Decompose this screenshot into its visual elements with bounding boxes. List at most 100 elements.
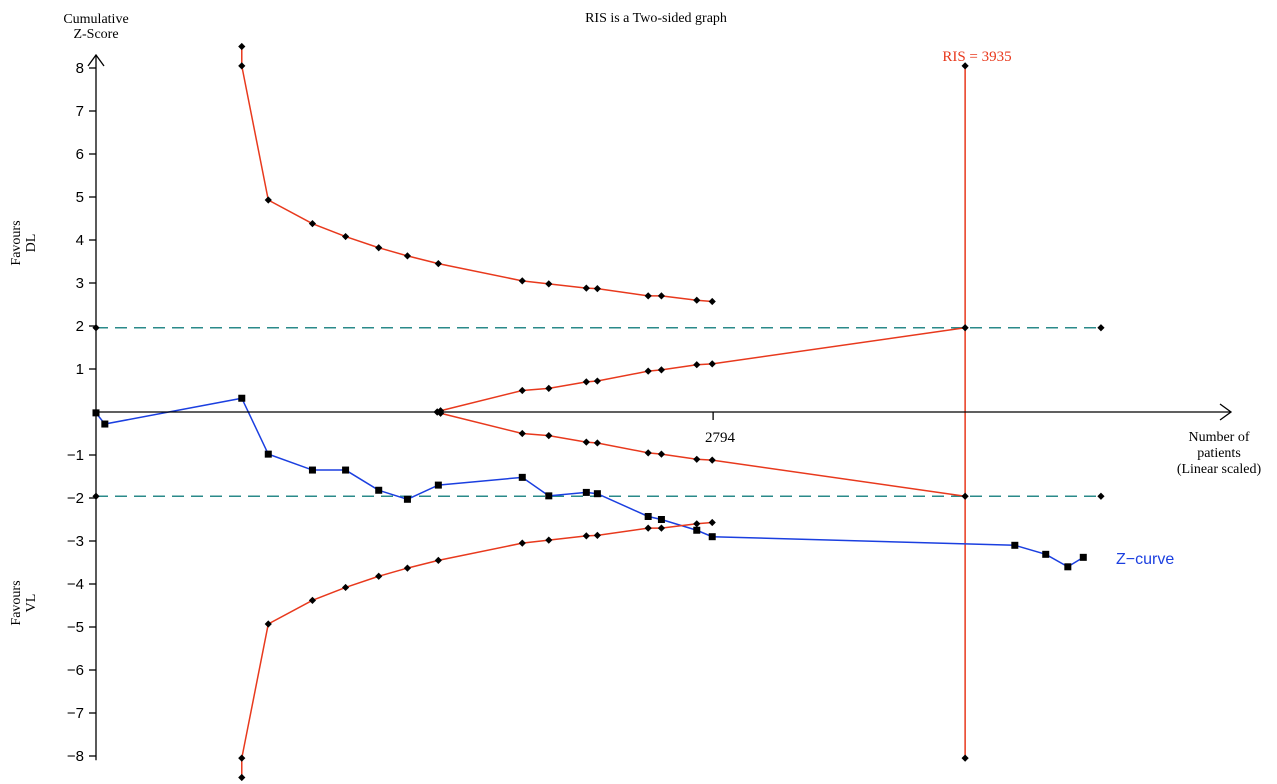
upper-monitoring-boundary-line xyxy=(241,46,713,303)
z-curve-point xyxy=(708,533,716,541)
favours-dl-label-line: Favours xyxy=(9,220,24,265)
lower-monitoring-boundary-point xyxy=(238,773,246,782)
y-axis-title-line: Cumulative xyxy=(63,12,128,27)
y-tick-label: −4 xyxy=(67,576,84,593)
ris-line-end-marker xyxy=(961,754,969,762)
lower-monitoring-boundary-point xyxy=(308,596,317,604)
conventional-boundary-marker xyxy=(1097,324,1105,332)
upper-futility-boundary-point xyxy=(582,378,590,386)
z-curve-line xyxy=(95,397,1084,568)
favours-vl-label-line: Favours xyxy=(9,580,24,625)
x-axis-title: Number of patients (Linear scaled) xyxy=(1177,430,1262,477)
upper-futility-boundary-point xyxy=(644,367,652,375)
z-curve-point xyxy=(264,450,272,458)
y-axis-arrow xyxy=(87,53,105,67)
z-curve-point xyxy=(308,466,316,474)
conventional-boundary-marker xyxy=(92,492,100,500)
lower-futility-boundary-point xyxy=(961,492,969,500)
upper-monitoring-boundary-point xyxy=(308,220,317,228)
z-curve-point xyxy=(375,486,383,494)
favours-vl-label-group: FavoursVL xyxy=(9,580,39,625)
lower-monitoring-boundary-point xyxy=(341,583,350,592)
y-tick-label: 3 xyxy=(76,275,84,292)
z-curve-point xyxy=(342,466,350,474)
y-tick-label: −5 xyxy=(67,619,84,636)
z-curve-point xyxy=(693,526,701,534)
upper-futility-boundary-point xyxy=(545,384,553,392)
y-axis-title: Cumulative Z-Score xyxy=(63,12,128,42)
lower-futility-boundary-point xyxy=(693,455,701,463)
lower-futility-boundary-line xyxy=(436,411,966,498)
text-layer: RIS is a Two-sided graph RIS = 3935 2794… xyxy=(9,11,1262,765)
upper-futility-boundary-point xyxy=(693,361,701,369)
series-layer xyxy=(95,46,1084,778)
z-curve-point xyxy=(657,516,665,523)
upper-monitoring-boundary-point xyxy=(545,280,553,288)
upper-futility-boundary-point xyxy=(961,324,969,332)
z-curve-point xyxy=(1064,563,1072,571)
y-tick-label: 7 xyxy=(76,103,84,120)
lower-monitoring-boundary-point xyxy=(264,620,272,628)
y-tick-label: 1 xyxy=(76,361,84,378)
y-tick-label: 2 xyxy=(76,318,84,335)
z-curve-point xyxy=(101,420,109,428)
lower-monitoring-boundary-point xyxy=(545,536,553,544)
upper-monitoring-boundary-point xyxy=(593,284,601,293)
upper-monitoring-boundary-point xyxy=(238,42,246,51)
lower-monitoring-boundary-point xyxy=(582,532,590,540)
x-axis-title-line: Number of xyxy=(1188,430,1249,445)
z-curve-point xyxy=(1042,550,1050,558)
lower-monitoring-boundary-point xyxy=(238,754,246,762)
y-axis-title-line: Z-Score xyxy=(73,27,118,42)
upper-monitoring-boundary-point xyxy=(518,277,526,285)
z-curve-point xyxy=(434,481,442,489)
y-tick-label: 8 xyxy=(76,60,84,77)
y-tick-label: 6 xyxy=(76,146,84,163)
lower-monitoring-boundary-point xyxy=(593,531,601,540)
x-axis-title-line: patients xyxy=(1197,446,1241,461)
x-axis-arrow xyxy=(1219,403,1233,421)
axis-layer xyxy=(87,53,1233,761)
upper-monitoring-boundary-point xyxy=(341,232,350,241)
z-curve-point xyxy=(1011,541,1019,549)
upper-monitoring-boundary-point xyxy=(264,196,272,204)
upper-monitoring-boundary-point xyxy=(582,284,590,292)
lower-futility-boundary-point xyxy=(436,409,445,417)
upper-monitoring-boundary-point xyxy=(708,297,716,306)
lower-futility-boundary-point xyxy=(518,429,526,438)
z-curve-label: Z−curve xyxy=(1116,551,1174,568)
lower-futility-boundary-point xyxy=(582,438,590,446)
y-tick-label: −2 xyxy=(67,490,84,507)
favours-vl-label: FavoursVL xyxy=(9,580,39,625)
z-curve-point xyxy=(582,488,590,496)
z-curve-point xyxy=(518,473,526,481)
y-tick-label: −8 xyxy=(67,748,84,765)
lower-monitoring-boundary-point xyxy=(708,518,716,527)
z-curve-point xyxy=(644,512,652,520)
z-curve-point xyxy=(92,409,100,417)
ris-label: RIS = 3935 xyxy=(942,49,1011,65)
conventional-boundary-marker xyxy=(1097,492,1105,500)
z-curve-point xyxy=(545,492,553,500)
y-tick-label: −6 xyxy=(67,662,84,679)
favours-dl-label: FavoursDL xyxy=(9,220,39,265)
lower-monitoring-boundary-point xyxy=(403,564,412,572)
upper-monitoring-boundary-point xyxy=(434,260,442,268)
y-tick-label: −1 xyxy=(67,447,84,464)
lower-monitoring-boundary-point xyxy=(375,572,383,580)
favours-dl-label-line: DL xyxy=(24,234,39,253)
upper-futility-boundary-point xyxy=(518,386,526,395)
conventional-boundary-marker xyxy=(92,324,100,332)
lower-futility-boundary-point xyxy=(593,439,601,447)
lower-monitoring-boundary-point xyxy=(518,539,526,547)
upper-monitoring-boundary-point xyxy=(657,292,666,300)
y-tick-label: 5 xyxy=(76,189,84,206)
lower-futility-boundary-point xyxy=(545,432,553,440)
upper-monitoring-boundary-point xyxy=(693,296,701,304)
z-curve-point xyxy=(238,394,246,402)
upper-futility-boundary-line xyxy=(436,326,966,413)
lower-futility-boundary-point xyxy=(644,449,652,457)
marker-layer xyxy=(92,42,1105,782)
x-axis-title-line: (Linear scaled) xyxy=(1177,462,1262,477)
